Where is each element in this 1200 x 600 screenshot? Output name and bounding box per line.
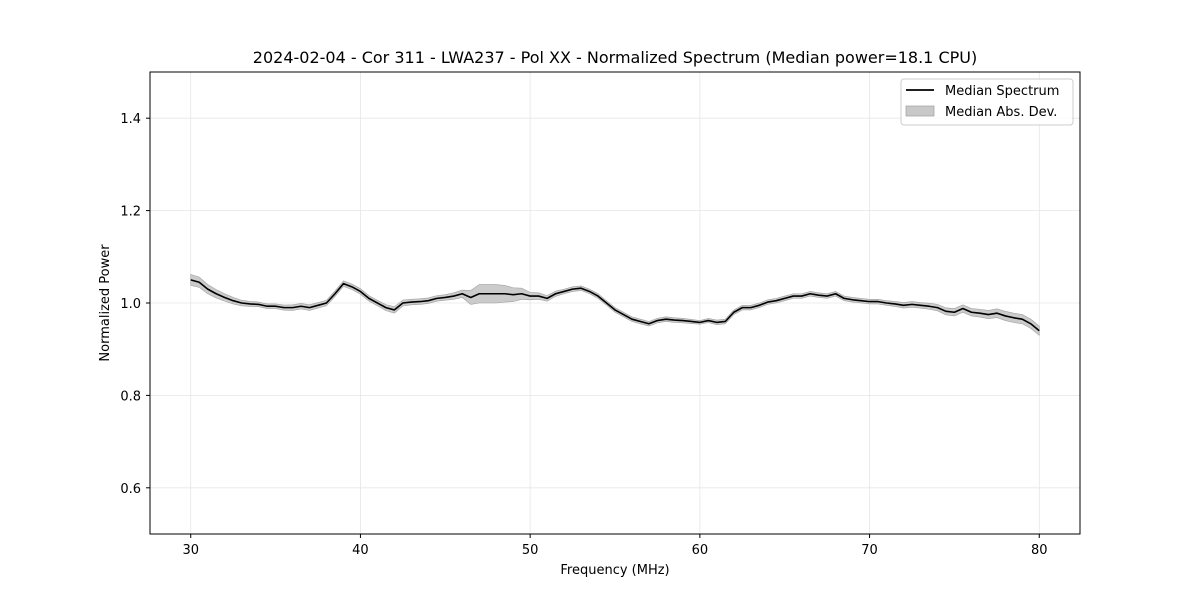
median-line: [190, 279, 1040, 332]
y-tick-label: 1.0: [120, 297, 141, 312]
x-tick-label: 80: [1031, 543, 1048, 558]
median-spectrum-line: [190, 279, 1040, 332]
y-tick-label: 0.8: [120, 389, 141, 404]
x-tick-label: 70: [861, 543, 878, 558]
legend-label-mad: Median Abs. Dev.: [945, 105, 1057, 120]
mad-band: [190, 273, 1040, 336]
legend-frame: [900, 78, 1074, 126]
axis-ticks: 30 40 50 60 70 80 0.6 0.8 1.0 1.2 1.4: [120, 112, 1047, 558]
mad-band-area: [190, 273, 1040, 336]
legend-band-swatch: [905, 105, 935, 117]
y-tick-label: 1.4: [120, 112, 141, 127]
y-axis-title: Normalized Power: [98, 244, 113, 362]
x-tick-label: 50: [522, 543, 539, 558]
legend-label-median-spectrum: Median Spectrum: [945, 84, 1059, 99]
chart-title: 2024-02-04 - Cor 311 - LWA237 - Pol XX -…: [253, 48, 977, 67]
legend: Median Spectrum Median Abs. Dev.: [900, 78, 1074, 126]
y-tick-label: 1.2: [120, 205, 141, 220]
x-axis-title: Frequency (MHz): [560, 563, 669, 578]
x-tick-label: 40: [352, 543, 369, 558]
x-tick-label: 30: [182, 543, 199, 558]
x-tick-label: 60: [692, 543, 709, 558]
y-tick-label: 0.6: [120, 482, 141, 497]
